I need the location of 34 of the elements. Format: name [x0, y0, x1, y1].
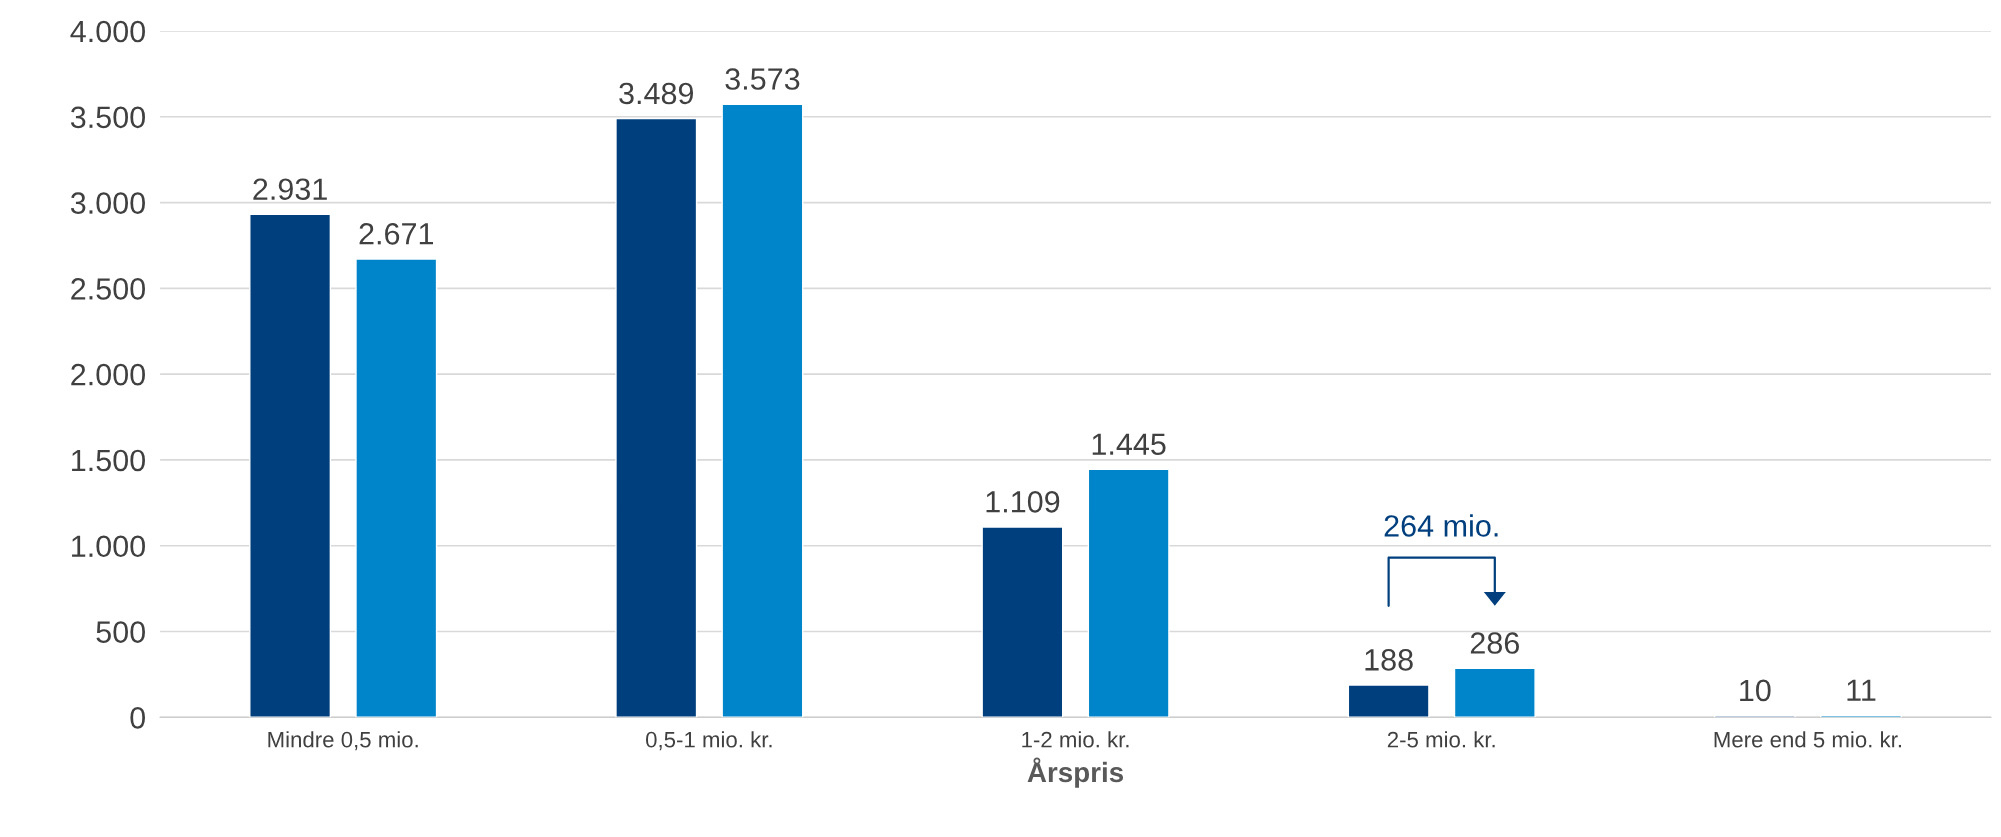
data-label: 3.489 [619, 82, 694, 105]
data-label: 1.445 [1092, 433, 1166, 455]
data-label: 188 [1365, 649, 1413, 671]
y-tick-label: 500 [96, 621, 145, 643]
bar [615, 117, 698, 718]
bar [721, 103, 804, 718]
data-label: 1.109 [986, 491, 1060, 513]
y-tick-label: 3.500 [70, 106, 145, 129]
x-tick-label: Mere end 5 mio. kr. [1714, 731, 1901, 748]
data-label: 286 [1470, 632, 1519, 654]
bar [249, 213, 332, 718]
y-tick-label: 2.500 [71, 278, 145, 300]
x-tick-label: Mindre 0,5 mio. [268, 731, 418, 751]
y-tick-label: 1.500 [72, 449, 145, 472]
bar [1347, 684, 1430, 718]
x-tick-label: 0,5-1 mio. kr. [646, 731, 772, 751]
bar [981, 526, 1064, 718]
y-tick-label: 3.000 [70, 192, 145, 214]
x-tick-label: 2-5 mio. kr. [1387, 731, 1495, 748]
data-label: 10 [1740, 679, 1771, 702]
y-tick-label: 0 [130, 707, 145, 729]
data-label: 11 [1847, 679, 1876, 701]
x-axis-title: Årspris [1027, 757, 1124, 788]
bar [1453, 667, 1536, 718]
bar [355, 258, 438, 718]
y-tick-label: 2.000 [71, 363, 145, 386]
y-tick-label: 1.000 [72, 535, 145, 558]
annotation: 264 mio. [1384, 514, 1498, 537]
data-label: 2.931 [253, 178, 327, 201]
bar [1087, 468, 1170, 718]
x-tick-label: 1-2 mio. kr. [1022, 731, 1129, 748]
y-tick-label: 4.000 [70, 20, 145, 43]
data-label: 2.671 [359, 223, 434, 245]
data-label: 3.573 [725, 68, 800, 90]
